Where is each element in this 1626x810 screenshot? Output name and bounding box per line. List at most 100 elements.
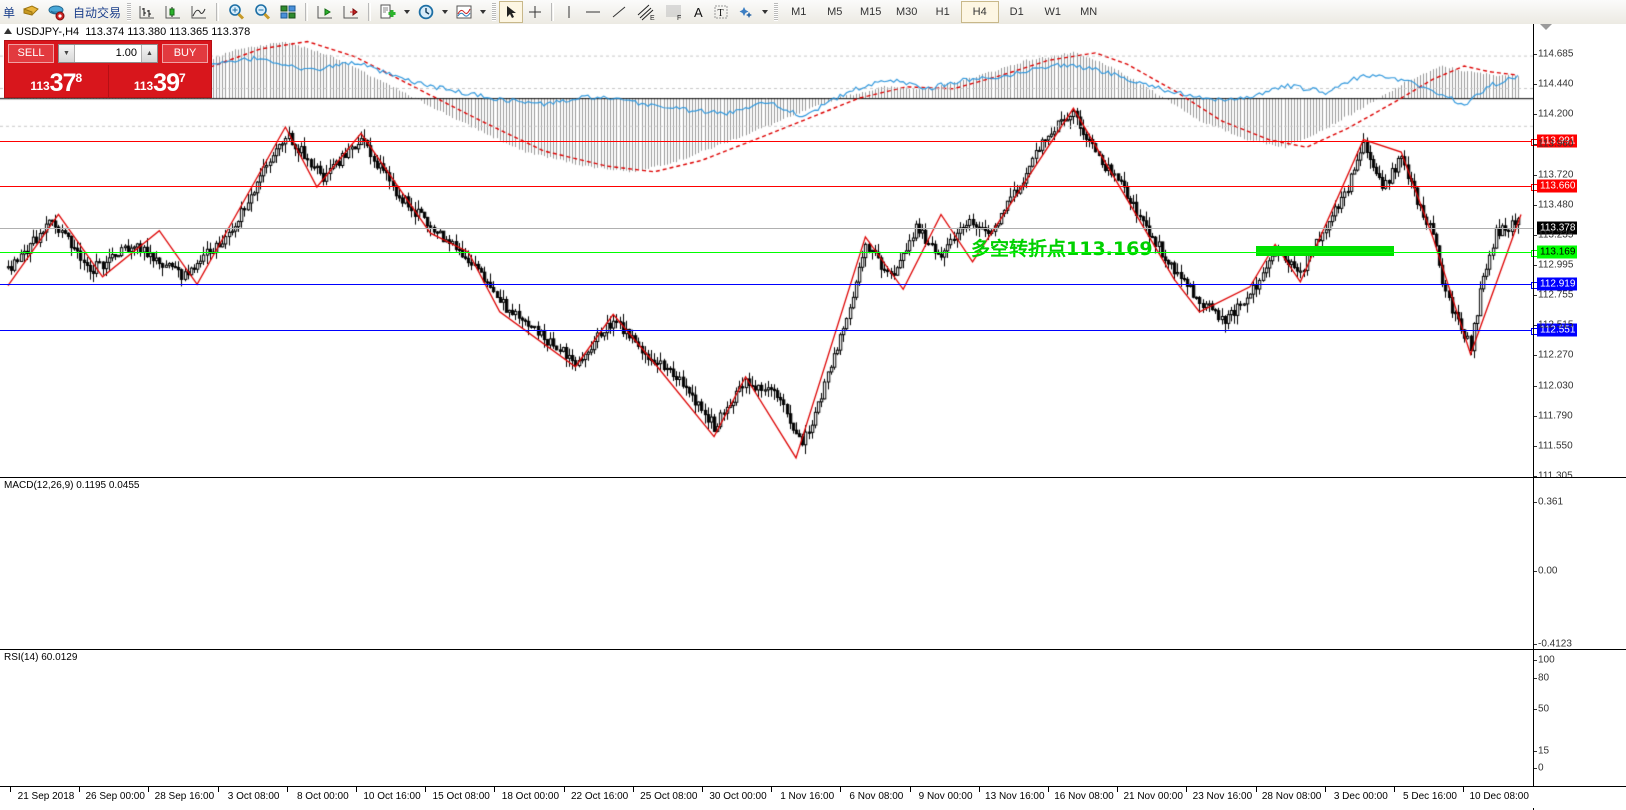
volume-down-icon[interactable]: ▼ bbox=[59, 44, 75, 62]
period-clock-icon[interactable] bbox=[413, 1, 439, 23]
time-tick-mark bbox=[10, 787, 11, 792]
price-tick-mark bbox=[1534, 114, 1537, 116]
autotrade-label[interactable]: 自动交易 bbox=[73, 5, 122, 20]
price-tag-resistance-1[interactable]: 113.660 bbox=[1537, 179, 1578, 193]
level-line-support-1[interactable] bbox=[0, 284, 1533, 285]
zoom-out-icon[interactable] bbox=[249, 1, 275, 23]
timeframe-m1[interactable]: M1 bbox=[791, 6, 807, 18]
macd-axis[interactable]: 0.361 0.00 -0.4123 bbox=[1533, 478, 1626, 650]
templates-dropdown-icon[interactable] bbox=[480, 10, 487, 14]
timeframe-m5[interactable]: M5 bbox=[827, 6, 843, 18]
price-axis[interactable]: 114.685 114.440 114.200 113.960 113.720 113.4… bbox=[1533, 24, 1626, 482]
sell-button[interactable]: SELL bbox=[8, 43, 54, 63]
price-tick-mark bbox=[1534, 325, 1537, 327]
macd-tick-label: 0.00 bbox=[1538, 565, 1558, 577]
timeframe-h4[interactable]: H4 bbox=[960, 1, 999, 23]
price-tick-label: 114.685 bbox=[1538, 48, 1574, 60]
rsi-axis[interactable]: 100 80 50 15 0 bbox=[1533, 650, 1626, 810]
volume-up-icon[interactable]: ▲ bbox=[141, 44, 157, 62]
time-tick-mark bbox=[425, 787, 427, 792]
timeframe-mn[interactable]: MN bbox=[1080, 6, 1098, 18]
level-line-resistance-1[interactable] bbox=[0, 186, 1533, 187]
tile-windows-icon[interactable] bbox=[275, 1, 301, 23]
volume-value[interactable]: 1.00 bbox=[115, 46, 137, 59]
price-tick-mark bbox=[1534, 445, 1537, 447]
price-tag-pivot-level[interactable]: 113.169 bbox=[1537, 245, 1578, 259]
rsi-tick-label: 80 bbox=[1538, 672, 1550, 684]
buy-price[interactable]: 113 39 7 bbox=[109, 65, 212, 97]
auto-scroll-icon[interactable] bbox=[338, 1, 364, 23]
time-axis[interactable]: 21 Sep 2018 26 Sep 00:00 28 Sep 16:00 3 Oct… bbox=[0, 786, 1626, 808]
buy-button[interactable]: BUY bbox=[162, 43, 208, 63]
timeframe-d1[interactable]: D1 bbox=[1009, 6, 1024, 18]
equidistant-channel-icon[interactable]: E bbox=[632, 1, 660, 23]
one-click-trade-panel[interactable]: SELL ▼ 1.00 ▲ BUY 113 37 8 1 bbox=[4, 40, 212, 98]
toolbar-separator-3 bbox=[368, 3, 372, 21]
objects-icon[interactable] bbox=[733, 1, 759, 23]
time-tick-label: 28 Nov 08:00 bbox=[1261, 791, 1322, 802]
trade-panel-prices: 113 37 8 113 39 7 bbox=[5, 65, 211, 97]
bar-chart-icon[interactable] bbox=[134, 1, 160, 23]
new-chart-icon[interactable] bbox=[375, 1, 401, 23]
sell-price[interactable]: 113 37 8 bbox=[5, 65, 108, 97]
new-chart-dropdown-icon[interactable] bbox=[404, 10, 411, 14]
level-line-pivot-level[interactable] bbox=[0, 252, 1533, 253]
price-tag-support-1[interactable]: 112.919 bbox=[1537, 277, 1578, 291]
sell-price-main: 37 bbox=[49, 69, 77, 97]
autotrade-icon[interactable] bbox=[44, 1, 70, 23]
collapse-triangle-icon[interactable] bbox=[4, 28, 12, 34]
price-tag-support-2[interactable]: 112.551 bbox=[1537, 323, 1578, 337]
chart-shift-icon[interactable] bbox=[312, 1, 338, 23]
time-tick-mark bbox=[217, 787, 219, 792]
toolbar-grip-2[interactable] bbox=[492, 3, 497, 21]
scroll-indicator-icon[interactable] bbox=[1540, 24, 1552, 30]
label-icon[interactable]: T bbox=[709, 1, 733, 23]
candlestick-chart-icon[interactable] bbox=[160, 1, 186, 23]
time-tick-label: 16 Nov 08:00 bbox=[1054, 791, 1114, 802]
crosshair-icon[interactable] bbox=[523, 1, 547, 23]
expert-advisor-icon[interactable] bbox=[18, 1, 44, 23]
macd-pane[interactable]: MACD(12,26,9) 0.1195 0.0455 0.361 0.00 -0.… bbox=[0, 477, 1626, 650]
timeframe-m30[interactable]: M30 bbox=[896, 6, 918, 18]
price-tick-mark bbox=[1534, 54, 1537, 55]
rsi-pane[interactable]: RSI(14) 60.0129 100 80 50 15 0 bbox=[0, 649, 1626, 810]
timeframe-m15[interactable]: M15 bbox=[860, 6, 882, 18]
toolbar-grip-3[interactable] bbox=[773, 3, 778, 21]
price-tag-last-price[interactable]: 113.378 bbox=[1537, 221, 1578, 235]
zoom-in-icon[interactable] bbox=[223, 1, 249, 23]
objects-dropdown-icon[interactable] bbox=[761, 10, 768, 14]
pivot-annotation-text[interactable]: 多空转折点113.169 bbox=[971, 238, 1153, 260]
cursor-icon[interactable] bbox=[499, 1, 524, 23]
horizontal-line-icon[interactable] bbox=[580, 1, 606, 23]
time-tick-mark bbox=[909, 787, 911, 792]
price-tag-resistance-2[interactable]: 113.991 bbox=[1537, 134, 1578, 148]
trendline-icon[interactable] bbox=[606, 1, 632, 23]
orders-icon[interactable]: 单 bbox=[3, 5, 16, 20]
chart-window[interactable]: USDJPY-,H4 113.374 113.380 113.365 113.3… bbox=[0, 24, 1626, 810]
time-tick-mark bbox=[148, 787, 150, 792]
pivot-zone-rectangle[interactable] bbox=[1256, 246, 1394, 256]
time-tick-mark bbox=[1324, 787, 1326, 792]
fibonacci-icon[interactable]: F bbox=[660, 1, 688, 23]
toolbar-grip-1[interactable] bbox=[127, 3, 132, 21]
volume-stepper[interactable]: ▼ 1.00 ▲ bbox=[58, 43, 158, 63]
chart-title-bar: USDJPY-,H4 113.374 113.380 113.365 113.3… bbox=[4, 26, 250, 38]
level-line-support-2[interactable] bbox=[0, 330, 1533, 331]
templates-icon[interactable] bbox=[451, 1, 477, 23]
time-tick-mark bbox=[840, 787, 842, 792]
line-chart-icon[interactable] bbox=[186, 1, 212, 23]
timeframe-w1[interactable]: W1 bbox=[1044, 6, 1061, 18]
time-tick-label: 28 Sep 16:00 bbox=[154, 791, 215, 802]
text-icon[interactable]: A bbox=[694, 4, 703, 20]
price-tick-mark bbox=[1534, 265, 1537, 266]
vertical-line-icon[interactable] bbox=[558, 1, 580, 23]
level-line-resistance-2[interactable] bbox=[0, 141, 1533, 142]
rsi-chart-canvas[interactable] bbox=[0, 24, 1533, 158]
price-tick-mark bbox=[1534, 84, 1537, 86]
timeframe-h1[interactable]: H1 bbox=[935, 6, 950, 18]
price-tick-label: 112.270 bbox=[1538, 349, 1574, 361]
rsi-tick-label: 100 bbox=[1538, 654, 1555, 666]
svg-text:F: F bbox=[677, 15, 681, 21]
time-tick-label: 13 Nov 16:00 bbox=[985, 791, 1045, 802]
period-dropdown-icon[interactable] bbox=[442, 10, 449, 14]
